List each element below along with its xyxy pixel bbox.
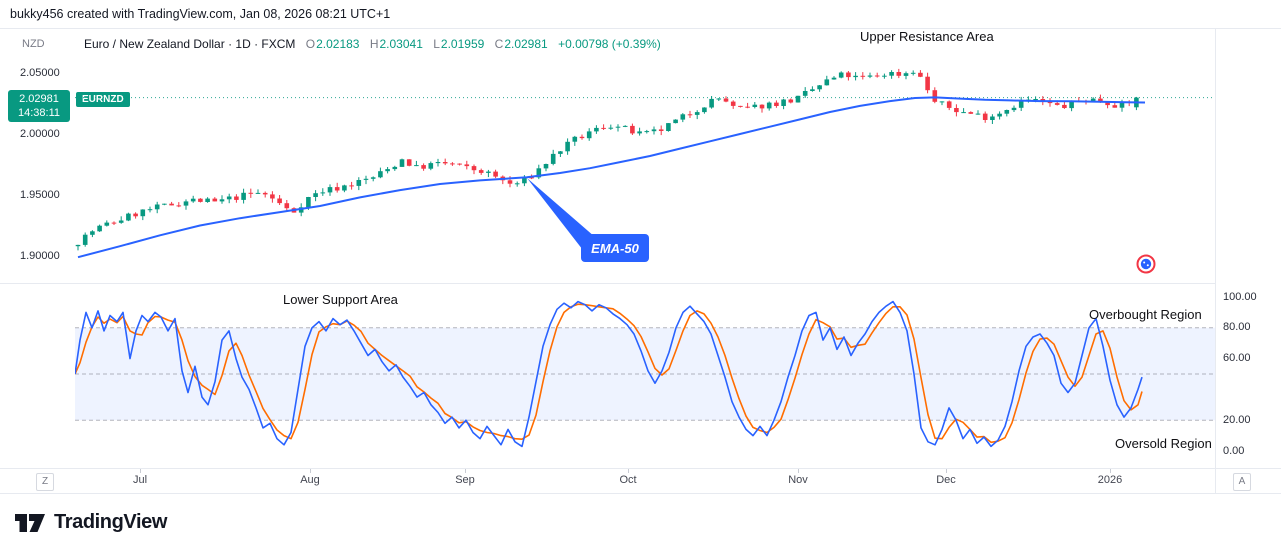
stochastic-panel[interactable] xyxy=(75,283,1215,465)
tradingview-logo[interactable]: TradingView xyxy=(13,508,167,536)
candles xyxy=(75,68,1139,251)
close-value: 2.02981 xyxy=(504,37,548,51)
attribution-bar: bukky456 created with TradingView.com, J… xyxy=(0,0,1281,28)
price-axis-label: 2.00000 xyxy=(20,128,60,140)
candlestick-chart[interactable]: EMA-50 xyxy=(75,28,1215,283)
last-price-value: 2.02981 xyxy=(19,93,59,105)
time-axis-tick xyxy=(946,469,947,473)
annotation-overbought[interactable]: Overbought Region xyxy=(1089,307,1202,322)
time-axis-label: Sep xyxy=(455,474,475,486)
time-axis-tick xyxy=(628,469,629,473)
oscillator-axis-label: 100.00 xyxy=(1223,291,1257,303)
oscillator-axis-label: 0.00 xyxy=(1223,445,1245,457)
chart-bottom-divider xyxy=(0,493,1281,494)
attribution-text: bukky456 created with TradingView.com, J… xyxy=(10,7,391,21)
tradingview-logo-icon xyxy=(15,514,45,532)
time-axis-label: 2026 xyxy=(1097,474,1123,486)
time-axis-tick xyxy=(140,469,141,473)
time-axis-label: Dec xyxy=(936,474,956,486)
symbol-tag: EURNZD xyxy=(76,92,130,107)
time-axis-tick xyxy=(1110,469,1111,473)
change-value: +0.00798 (+0.39%) xyxy=(558,37,661,51)
low-value: 2.01959 xyxy=(440,37,485,51)
annotation-lower-support[interactable]: Lower Support Area xyxy=(283,292,398,307)
open-value: 2.02183 xyxy=(316,37,360,51)
time-axis-label: Aug xyxy=(300,474,320,486)
price-axis-label: 1.90000 xyxy=(20,250,60,262)
time-axis[interactable]: Z Jul Aug Sep Oct Nov Dec 2026 A xyxy=(0,469,1281,493)
z-button[interactable]: Z xyxy=(36,473,54,491)
svg-text:EMA-50: EMA-50 xyxy=(591,241,639,256)
bar-countdown: 14:38:11 xyxy=(17,107,60,119)
oscillator-axis-label: 20.00 xyxy=(1223,414,1251,426)
topbar-divider xyxy=(0,28,1281,29)
high-label: H xyxy=(369,37,379,51)
annotation-upper-resistance[interactable]: Upper Resistance Area xyxy=(860,29,994,44)
oscillator-axis-label: 80.00 xyxy=(1223,321,1251,333)
low-label: L xyxy=(433,37,440,51)
close-label: C xyxy=(494,37,504,51)
target-marker-icon[interactable] xyxy=(1136,254,1156,274)
time-axis-tick xyxy=(465,469,466,473)
tradingview-wordmark: TradingView xyxy=(54,510,168,533)
annotation-oversold[interactable]: Oversold Region xyxy=(1115,436,1212,451)
a-button[interactable]: A xyxy=(1233,473,1251,491)
open-label: O xyxy=(305,37,316,51)
price-scale-currency[interactable]: NZD xyxy=(22,38,45,50)
symbol-title[interactable]: Euro / New Zealand Dollar · 1D · FXCM xyxy=(84,37,296,51)
time-axis-tick xyxy=(310,469,311,473)
last-price-badge: 2.02981 14:38:11 xyxy=(8,90,70,122)
pane-divider[interactable] xyxy=(0,283,1215,284)
time-axis-label: Oct xyxy=(619,474,637,486)
chart-header: Euro / New Zealand Dollar · 1D · FXCM O2… xyxy=(84,37,661,51)
right-axis-divider xyxy=(1215,28,1216,493)
high-value: 2.03041 xyxy=(379,37,423,51)
price-axis-label: 2.05000 xyxy=(20,67,60,79)
time-axis-tick xyxy=(798,469,799,473)
time-axis-label: Nov xyxy=(788,474,808,486)
oscillator-axis-label: 60.00 xyxy=(1223,352,1251,364)
time-axis-divider xyxy=(0,468,1281,469)
price-axis-label: 1.95000 xyxy=(20,189,60,201)
time-axis-label: Jul xyxy=(132,474,148,486)
ema50-callout[interactable]: EMA-50 xyxy=(527,178,649,262)
